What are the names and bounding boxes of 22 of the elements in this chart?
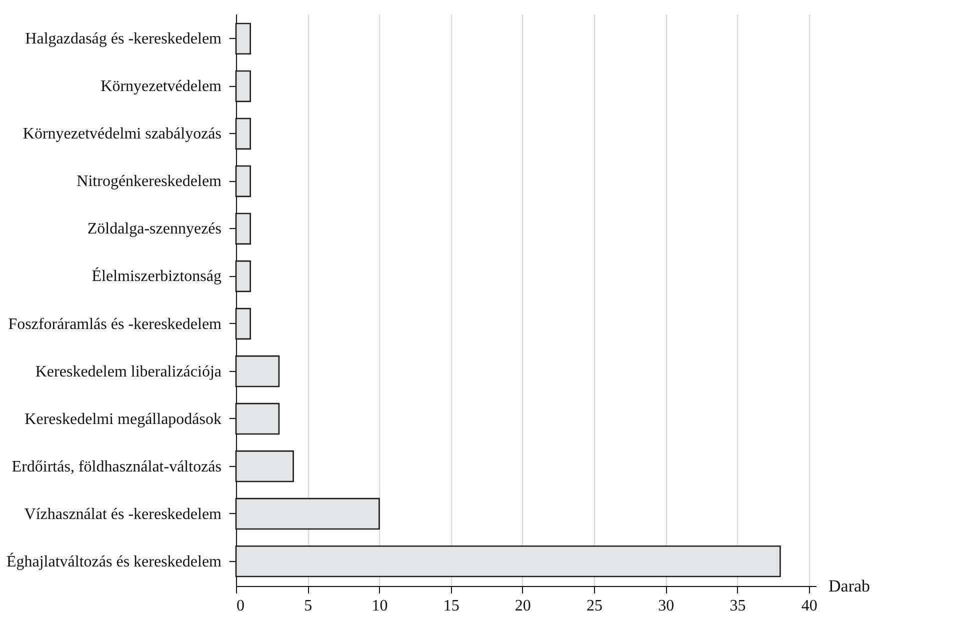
y-tick-label: Foszforáramlás és -kereskedelem bbox=[8, 316, 222, 333]
x-tick-label: 40 bbox=[801, 598, 818, 614]
x-tick-label: 20 bbox=[514, 598, 531, 614]
x-tick-label: 15 bbox=[443, 598, 460, 614]
x-tick-label: 25 bbox=[586, 598, 603, 614]
y-tick-label: Környezetvédelmi szabályozás bbox=[22, 126, 222, 143]
x-tick-label: 35 bbox=[730, 598, 746, 614]
y-tick-label: Nitrogénkereskedelem bbox=[76, 173, 222, 190]
x-tick-label: 5 bbox=[304, 598, 312, 614]
x-tick-label: 30 bbox=[658, 598, 674, 614]
y-tick-label: Kereskedelem liberalizációja bbox=[35, 363, 222, 380]
x-tick-label: 0 bbox=[236, 598, 244, 614]
y-tick-label: Erdőirtás, földhasználat-változás bbox=[12, 458, 222, 476]
x-tick-label: 10 bbox=[372, 598, 388, 614]
y-tick-label: Éghajlatváltozás és kereskedelem bbox=[6, 552, 222, 570]
y-tick-label: Vízhasználat és -kereskedelem bbox=[24, 506, 222, 523]
y-tick-label: Környezetvédelem bbox=[100, 78, 222, 96]
y-tick-label: Zöldalga-szennyezés bbox=[87, 220, 222, 238]
y-tick-label: Kereskedelmi megállapodások bbox=[24, 410, 222, 428]
y-tick-label: Halgazdaság és -kereskedelem bbox=[25, 30, 222, 48]
x-axis-title: Darab bbox=[828, 576, 870, 596]
y-tick-label: Élelmiszerbiztonság bbox=[92, 267, 222, 286]
